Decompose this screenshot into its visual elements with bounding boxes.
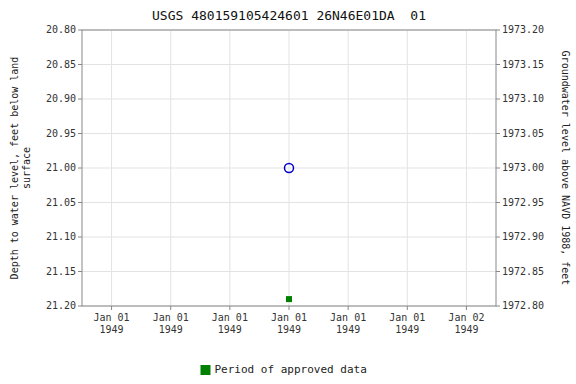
legend-swatch: [201, 365, 211, 375]
tick: [466, 306, 467, 310]
x-tick-label: Jan 011949: [389, 312, 425, 335]
x-tick-label: Jan 011949: [153, 312, 189, 335]
tick: [78, 271, 82, 272]
plot-frame: [82, 30, 496, 306]
y-axis-label: Depth to water level, feet below landsur…: [9, 57, 32, 280]
legend: Period of approved data: [201, 363, 367, 376]
tick: [229, 306, 230, 310]
legend-label: Period of approved data: [215, 363, 367, 376]
y2-tick-label: 1972.90: [502, 231, 544, 242]
tick: [496, 306, 500, 307]
grid-line: [466, 30, 467, 306]
tick: [78, 202, 82, 203]
y2-tick-label: 1972.80: [502, 300, 544, 311]
background: [0, 0, 576, 384]
tick: [496, 271, 500, 272]
grid-line: [407, 30, 408, 306]
tick: [496, 133, 500, 134]
tick: [78, 168, 82, 169]
point: [286, 296, 292, 302]
tick: [496, 30, 500, 31]
y2-tick-label: 1973.10: [502, 93, 544, 104]
y2-tick-label: 1973.00: [502, 162, 544, 173]
grid-line: [170, 30, 171, 306]
marks: [285, 164, 294, 303]
grid-line: [289, 30, 290, 306]
title: USGS 480159105424601 26N46E01DA 01: [152, 8, 426, 23]
grid-line: [348, 30, 349, 306]
x-tick-label: Jan 011949: [330, 312, 366, 335]
tick: [78, 133, 82, 134]
y-tick-label: 21.10: [46, 231, 76, 242]
x-tick-label: Jan 021949: [448, 312, 484, 335]
tick: [496, 202, 500, 203]
tick: [111, 306, 112, 310]
grid: [82, 30, 496, 306]
tick: [78, 30, 82, 31]
tick: [496, 237, 500, 238]
tick: [496, 168, 500, 169]
y-tick-label: 20.80: [46, 24, 76, 35]
tick: [407, 306, 408, 310]
y2-tick-label: 1973.15: [502, 59, 544, 70]
tick: [78, 306, 82, 307]
y-tick-label: 21.00: [46, 162, 76, 173]
y-tick-label: 20.90: [46, 93, 76, 104]
y2-tick-label: 1973.20: [502, 24, 544, 35]
y2-tick-label: 1972.95: [502, 197, 544, 208]
y2-tick-label: 1973.05: [502, 128, 544, 139]
y-tick-label: 20.85: [46, 59, 76, 70]
tick: [496, 99, 500, 100]
tick: [496, 64, 500, 65]
tick: [348, 306, 349, 310]
tick: [170, 306, 171, 310]
tick: [78, 99, 82, 100]
y-tick-label: 21.20: [46, 300, 76, 311]
tick: [78, 64, 82, 65]
chart: 20.80 20.85 20.90 20.95 21.00 21.05 21.10 21.15…: [0, 0, 576, 384]
grid-line: [111, 30, 112, 306]
y-tick-label: 21.05: [46, 197, 76, 208]
x-tick-label: Jan 011949: [271, 312, 307, 335]
y-tick-label: 21.15: [46, 266, 76, 277]
x-tick-label: Jan 011949: [212, 312, 248, 335]
y2-tick-label: 1972.85: [502, 266, 544, 277]
point: [285, 164, 294, 173]
y2-axis-label: Groundwater level above NAVD 1988, feet: [560, 51, 571, 286]
tick: [289, 306, 290, 310]
grid-line: [229, 30, 230, 306]
x-tick-label: Jan 011949: [94, 312, 130, 335]
y-tick-label: 20.95: [46, 128, 76, 139]
tick: [78, 237, 82, 238]
